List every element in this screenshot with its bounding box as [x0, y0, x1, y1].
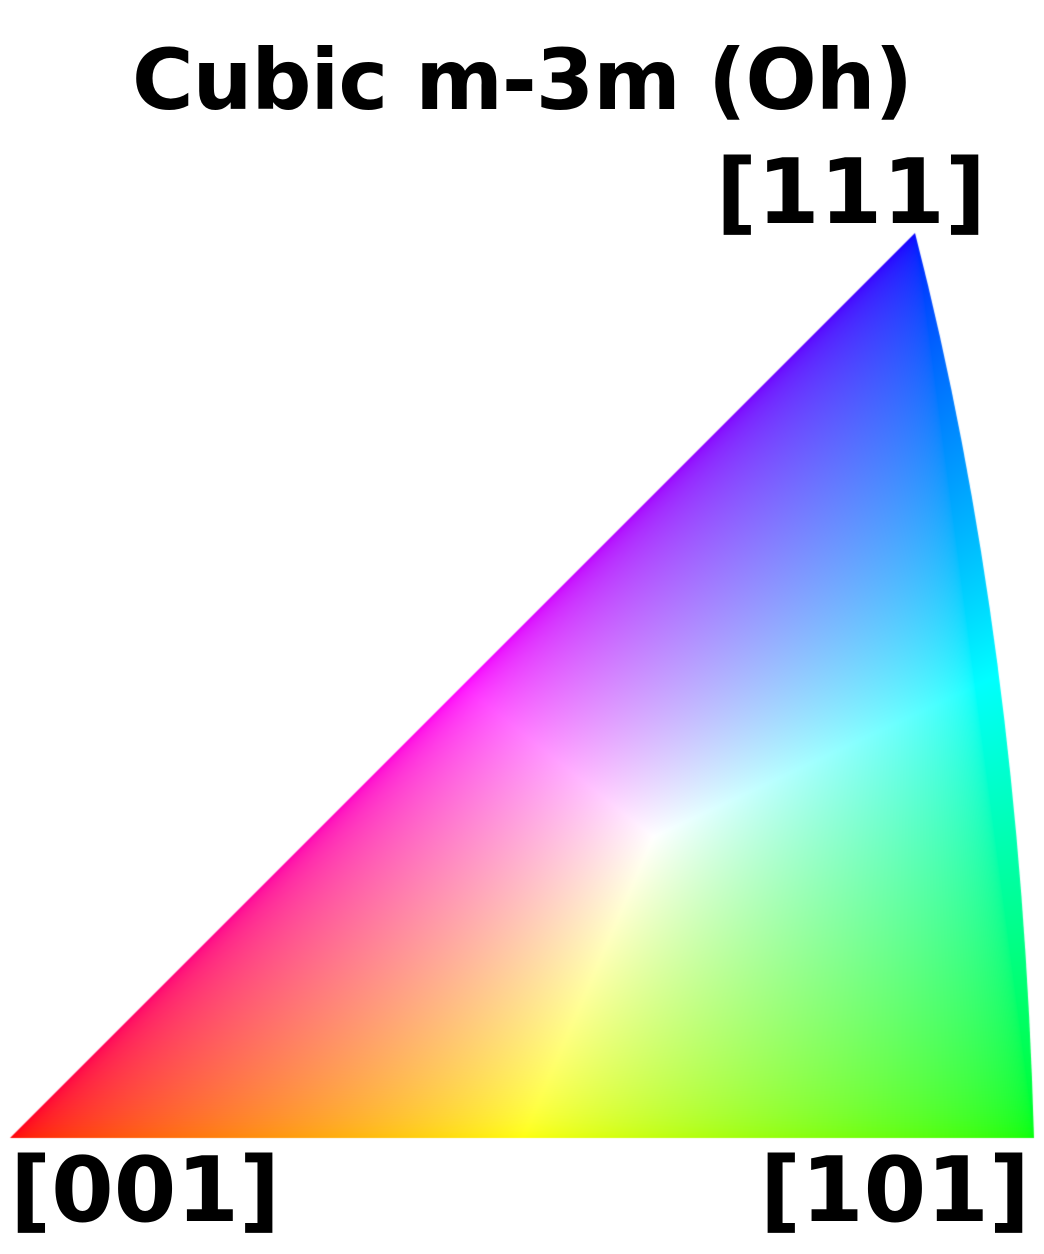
pole-label-101: [101] [759, 1138, 1030, 1243]
chart-title: Cubic m-3m (Oh) [131, 31, 913, 129]
pole-label-001: [001] [10, 1138, 281, 1243]
pole-label-111: [111] [715, 140, 986, 245]
